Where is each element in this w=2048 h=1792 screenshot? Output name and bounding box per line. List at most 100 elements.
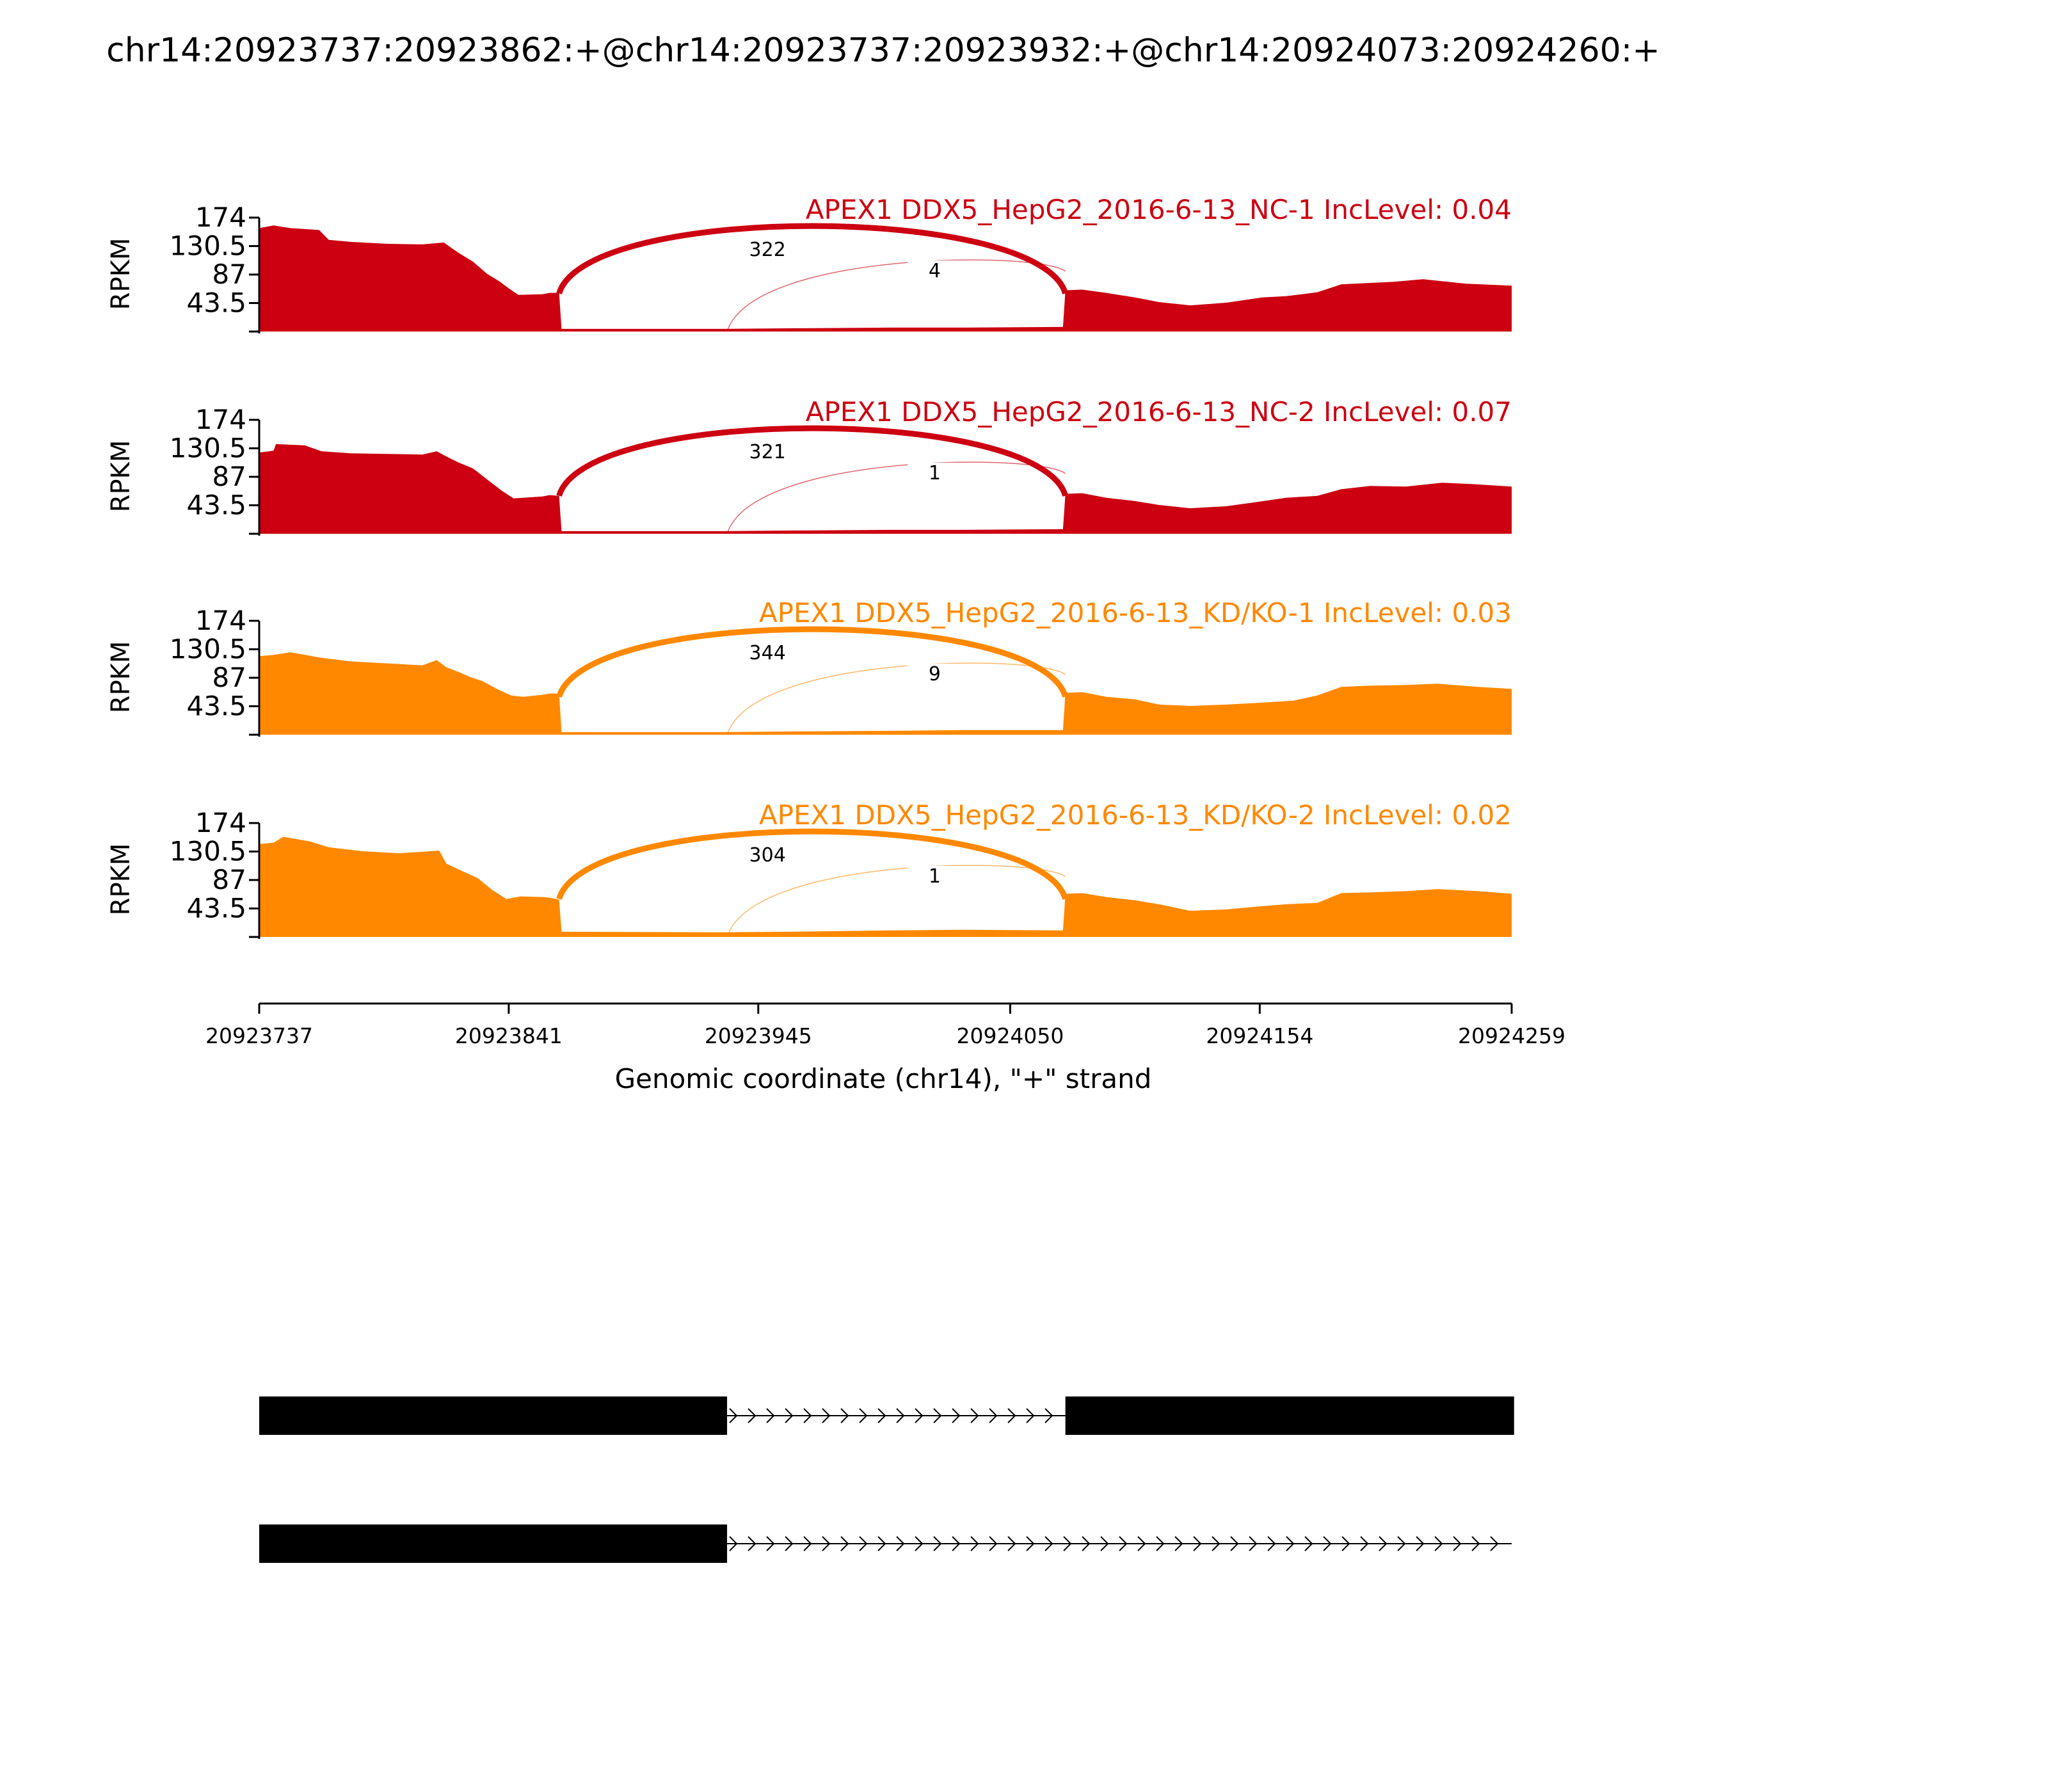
strand-arrow xyxy=(1156,1536,1165,1551)
transcript-models xyxy=(259,1396,1514,1563)
strand-arrow xyxy=(1379,1536,1388,1551)
strand-arrow xyxy=(915,1408,924,1423)
strand-arrow xyxy=(1453,1536,1462,1551)
transcript-2 xyxy=(259,1524,1512,1563)
junction-arc xyxy=(556,223,1069,295)
junction-count: 304 xyxy=(749,844,786,867)
strand-arrow xyxy=(840,1408,849,1423)
figure-title: chr14:20923737:20923862:+@chr14:20923737… xyxy=(106,31,1660,70)
junction-count: 322 xyxy=(749,239,786,261)
strand-arrow xyxy=(915,1536,924,1551)
strand-arrow xyxy=(803,1408,812,1423)
strand-arrow xyxy=(840,1536,849,1551)
strand-arrow xyxy=(822,1408,831,1423)
junction-arc xyxy=(726,662,1066,735)
junction-arc xyxy=(556,626,1069,698)
strand-arrow xyxy=(896,1536,905,1551)
junction-arc xyxy=(556,425,1069,497)
y-tick-label: 87 xyxy=(212,259,246,290)
x-axis-label: Genomic coordinate (chr14), "+" strand xyxy=(615,1063,1152,1094)
strand-arrow xyxy=(822,1536,831,1551)
y-axis-label: RPKM xyxy=(106,238,136,310)
strand-arrow xyxy=(785,1536,794,1551)
y-tick-label: 87 xyxy=(212,461,246,492)
junction-count: 1 xyxy=(929,865,941,888)
strand-arrow xyxy=(1341,1536,1350,1551)
y-axis-label: RPKM xyxy=(106,641,136,714)
strand-arrow xyxy=(1323,1536,1332,1551)
strand-arrow xyxy=(1026,1408,1035,1423)
y-tick-label: 87 xyxy=(212,662,246,693)
x-tick-label: 20924050 xyxy=(956,1023,1064,1048)
strand-arrow xyxy=(1193,1536,1202,1551)
x-tick-label: 20923945 xyxy=(705,1023,812,1048)
strand-arrow xyxy=(1286,1536,1295,1551)
strand-arrow xyxy=(1267,1536,1276,1551)
strand-arrow xyxy=(1416,1536,1425,1551)
y-tick-label: 87 xyxy=(212,864,246,895)
strand-arrow xyxy=(1137,1536,1146,1551)
strand-arrow xyxy=(970,1408,979,1423)
strand-arrow xyxy=(1212,1536,1220,1551)
junction-count: 321 xyxy=(749,441,786,463)
x-tick-label: 20923737 xyxy=(205,1023,313,1048)
strand-arrow xyxy=(1397,1536,1406,1551)
strand-arrow xyxy=(877,1536,886,1551)
strand-arrow xyxy=(1360,1536,1369,1551)
strand-arrow xyxy=(1434,1536,1443,1551)
strand-arrow xyxy=(952,1536,961,1551)
junction-label-box xyxy=(740,845,795,868)
y-tick-label: 43.5 xyxy=(186,287,246,319)
junction-arc xyxy=(556,828,1069,900)
junction-label-box xyxy=(740,643,795,666)
y-axis-label: RPKM xyxy=(106,440,136,513)
strand-arrow xyxy=(748,1536,756,1551)
coverage-area xyxy=(259,444,1512,534)
junction-arc xyxy=(726,461,1066,534)
y-tick-label: 174 xyxy=(195,202,246,233)
strand-arrow xyxy=(859,1536,868,1551)
strand-arrow xyxy=(989,1408,998,1423)
strand-arrow xyxy=(989,1536,998,1551)
y-tick-label: 43.5 xyxy=(186,893,246,924)
junction-arc xyxy=(726,865,1066,938)
strand-arrow xyxy=(1082,1536,1091,1551)
strand-arrow xyxy=(766,1536,775,1551)
y-tick-label: 174 xyxy=(195,404,246,435)
junction-label-box xyxy=(908,463,962,486)
y-axis-label: RPKM xyxy=(106,844,136,916)
strand-arrow xyxy=(1063,1536,1072,1551)
strand-arrow xyxy=(1044,1408,1053,1423)
junction-arc xyxy=(726,259,1066,332)
x-axis: 20923737 20923841 20923945 20924050 20924154… xyxy=(205,1002,1565,1048)
strand-arrow xyxy=(933,1408,942,1423)
y-tick-label: 174 xyxy=(195,605,246,636)
panel-title: APEX1 DDX5_HepG2_2016-6-13_NC-2 IncLevel… xyxy=(806,396,1512,428)
y-tick-label: 43.5 xyxy=(186,691,246,722)
exon-block xyxy=(259,1524,728,1563)
strand-arrow xyxy=(1119,1536,1128,1551)
x-tick-label: 20924154 xyxy=(1206,1023,1313,1048)
strand-arrow xyxy=(1230,1536,1239,1551)
coverage-area xyxy=(259,225,1512,332)
strand-arrow xyxy=(896,1408,905,1423)
coverage-area xyxy=(259,836,1512,937)
transcript-1 xyxy=(259,1396,1514,1435)
strand-arrow xyxy=(803,1536,812,1551)
strand-arrow xyxy=(933,1536,942,1551)
junction-label-box xyxy=(908,260,962,284)
exon-block xyxy=(259,1396,728,1435)
strand-arrow xyxy=(970,1536,979,1551)
strand-arrow xyxy=(1100,1536,1109,1551)
y-tick-label: 174 xyxy=(195,807,246,838)
strand-arrow xyxy=(1304,1536,1313,1551)
panel-title: APEX1 DDX5_HepG2_2016-6-13_NC-1 IncLevel… xyxy=(806,194,1512,225)
strand-arrow xyxy=(1490,1536,1499,1551)
junction-count: 344 xyxy=(749,642,786,664)
junction-label-box xyxy=(740,239,795,262)
